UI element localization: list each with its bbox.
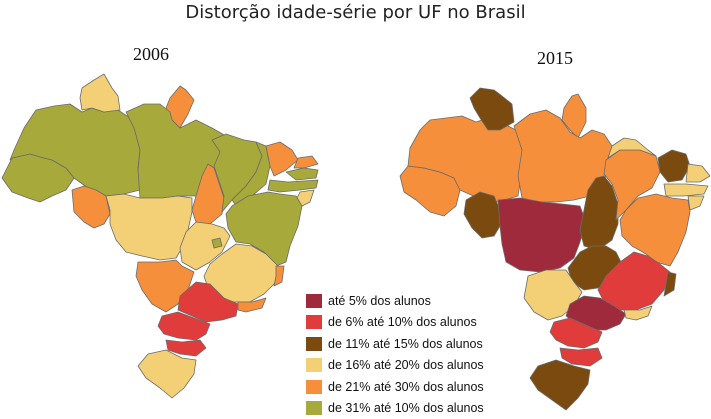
legend-swatch [306,358,322,372]
legend-label: de 21% até 30% dos alunos [328,380,484,394]
legend-item: de 21% até 30% dos alunos [306,376,484,398]
legend-swatch [306,315,322,329]
legend-item: de 6% até 10% dos alunos [306,312,484,334]
state-2006-distrito-federal [212,238,222,248]
state-2015-alagoas-sergipe [688,196,704,210]
map-legend: até 5% dos alunos de 6% até 10% dos alun… [306,290,484,419]
state-2006-rio-grande-do-norte [294,156,318,168]
legend-item: de 16% até 20% dos alunos [306,355,484,377]
state-2006-roraima [80,74,120,112]
state-2015-mato-grosso [498,198,586,272]
legend-swatch [306,337,322,351]
map-2006 [2,74,318,398]
state-2015-rn-paraiba [686,164,710,182]
state-2006-paraiba [286,168,318,180]
state-2015-rondonia [464,192,500,238]
legend-label: de 6% até 10% dos alunos [328,315,477,329]
legend-label: até 5% dos alunos [328,294,431,308]
legend-item: de 11% até 15% dos alunos [306,333,484,355]
state-2015-pernambuco [664,184,708,196]
state-2015-rio-grande-do-sul [530,360,590,410]
state-2006-rio-grande-do-sul [138,350,196,398]
legend-swatch [306,380,322,394]
legend-swatch [306,401,322,415]
state-2015-ceara [658,150,690,182]
legend-label: de 16% até 20% dos alunos [328,358,484,372]
legend-item: até 5% dos alunos [306,290,484,312]
legend-label: de 11% até 15% dos alunos [328,337,483,351]
legend-swatch [306,294,322,308]
state-2006-mato-grosso [106,194,192,260]
legend-label: de 31% até 10% dos alunos [328,401,484,415]
